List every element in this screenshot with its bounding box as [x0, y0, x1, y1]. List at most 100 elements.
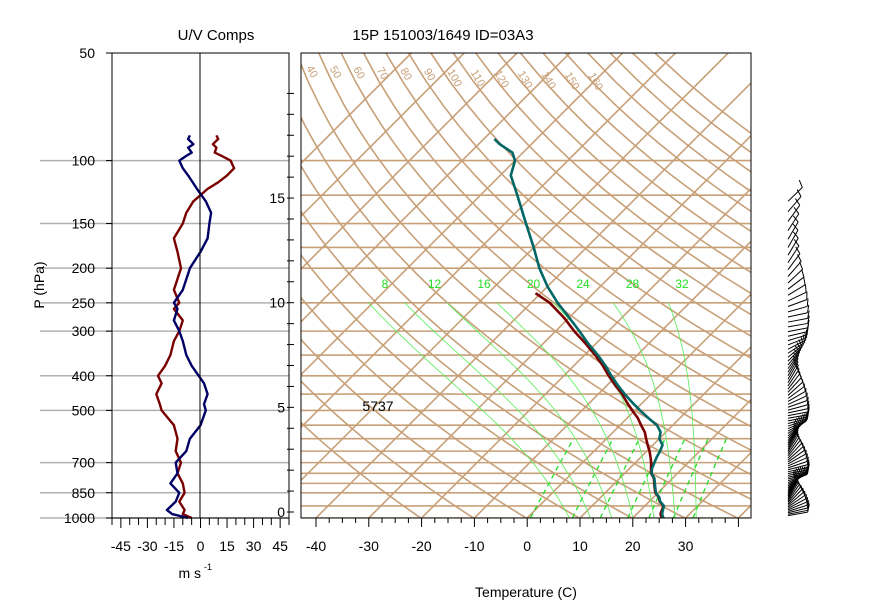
wind-barb: [787, 442, 803, 459]
moist-adiabat: [668, 302, 697, 518]
wind-barb: [787, 349, 802, 366]
dry-adiabat: [301, 115, 751, 501]
wind-barb: [787, 305, 808, 313]
uv-x-axis-label-superscript: -1: [204, 562, 212, 572]
wind-barb: [787, 213, 800, 231]
wind-barb-feather: [798, 179, 803, 188]
moist-adiabat: [368, 302, 570, 518]
skewt-x-tick-label: -20: [411, 538, 431, 554]
wind-barb: [787, 450, 805, 463]
skewt-x-tick-label: 30: [678, 538, 694, 554]
wind-barb: [787, 365, 799, 383]
isotherm: [301, 53, 412, 165]
wind-barb-feather: [803, 446, 806, 455]
wind-barb-feather: [806, 396, 809, 405]
isotherm-label: 60: [350, 65, 367, 82]
dry-adiabat: [301, 421, 422, 518]
uv-x-axis: -45 -30 -15 0 15 30 45: [111, 518, 290, 554]
wind-barb: [787, 291, 807, 302]
wind-barb: [787, 237, 799, 256]
height-tick-label: 15: [269, 190, 285, 206]
skewt-plot-frame: [300, 52, 752, 519]
skewt-x-tick-label: -40: [306, 538, 326, 554]
wind-barb-feather: [807, 304, 810, 313]
wind-barb: [787, 322, 808, 328]
wind-barb: [787, 381, 804, 396]
wind-barb-feather: [801, 269, 805, 278]
dry-adiabat: [564, 53, 751, 213]
isotherm: [301, 53, 465, 218]
wind-barb: [787, 420, 807, 430]
wind-barb: [787, 386, 805, 399]
isotherm: [737, 504, 751, 518]
wind-barb: [787, 495, 805, 508]
v-component-line: [165, 134, 213, 520]
wind-barb: [787, 431, 799, 450]
wind-barb: [787, 358, 799, 377]
moist-adiabat-label: 20: [527, 277, 541, 291]
uv-y-axis-label: P (hPa): [31, 261, 47, 308]
dewpoint-profile-line: [493, 138, 666, 518]
wind-barb: [787, 474, 808, 482]
wind-barb-feather: [807, 319, 810, 328]
moist-adiabat-label: 32: [675, 277, 689, 291]
wind-barb: [787, 434, 799, 452]
isotherm-label: 140: [538, 70, 558, 92]
wind-barb: [787, 416, 808, 422]
wind-barb-feather: [803, 383, 806, 392]
wind-barb-feather: [804, 284, 807, 293]
isotherm: [301, 53, 676, 429]
uv-x-tick-label: 30: [246, 538, 262, 554]
wind-barb: [787, 334, 808, 342]
isotherm: [685, 451, 751, 518]
wind-barb: [787, 453, 806, 465]
dry-adiabat: [301, 296, 580, 518]
isotherm: [301, 53, 518, 271]
mixing-ratio-line: [672, 438, 709, 518]
wind-barb: [787, 355, 800, 373]
wind-barb: [787, 346, 803, 362]
skewt-background-lines: [301, 53, 751, 518]
height-tick-label: 10: [269, 295, 285, 311]
wind-barb-feather: [807, 406, 810, 415]
wind-barb: [787, 229, 799, 248]
dry-adiabat: [301, 62, 751, 476]
isotherm-label: 130: [515, 69, 535, 91]
moist-adiabat: [612, 302, 676, 518]
height-tick-label: 0: [277, 504, 285, 520]
wind-barb-feather: [802, 487, 806, 496]
mixing-ratio-line: [648, 438, 686, 518]
wind-barb: [787, 327, 808, 333]
uv-y-axis: 50 100 150 200 250 300 400 500 700 850 1000: [64, 45, 112, 526]
uv-y-tick-label: 400: [72, 368, 96, 384]
wind-barb: [787, 446, 804, 461]
moist-adiabat: [404, 302, 591, 518]
wind-barb-feather: [804, 490, 807, 499]
wind-barb: [787, 467, 808, 473]
mixing-ratio-line: [571, 438, 614, 518]
wind-barb-feather: [807, 502, 810, 511]
wind-barb: [787, 461, 808, 469]
skewt-panel-title: 15P 151003/1649 ID=03A3: [352, 27, 533, 44]
moist-adiabat-label: 12: [428, 277, 442, 291]
dry-adiabat: [430, 53, 751, 338]
wind-barb-feather: [804, 332, 807, 341]
wind-barb-feather: [796, 189, 802, 197]
moist-adiabat-label: 28: [626, 277, 640, 291]
wind-barb: [787, 245, 800, 263]
uv-x-axis-label: m s: [178, 565, 201, 581]
skewt-x-axis: -40 -30 -20 -10 0 10 20 30: [306, 518, 739, 554]
height-500-annotation: 5737: [362, 398, 393, 414]
skewt-x-tick-label: 0: [523, 538, 531, 554]
skewt-x-tick-label: -10: [464, 538, 484, 554]
wind-barb: [787, 419, 808, 427]
wind-barb: [787, 418, 808, 424]
isotherm-label: 80: [397, 66, 414, 83]
uv-y-tick-label: 700: [72, 455, 96, 471]
wind-barb-feather: [806, 456, 809, 465]
wind-barb: [787, 404, 808, 411]
mixing-ratio-line: [529, 438, 574, 518]
wind-barb: [787, 504, 808, 512]
